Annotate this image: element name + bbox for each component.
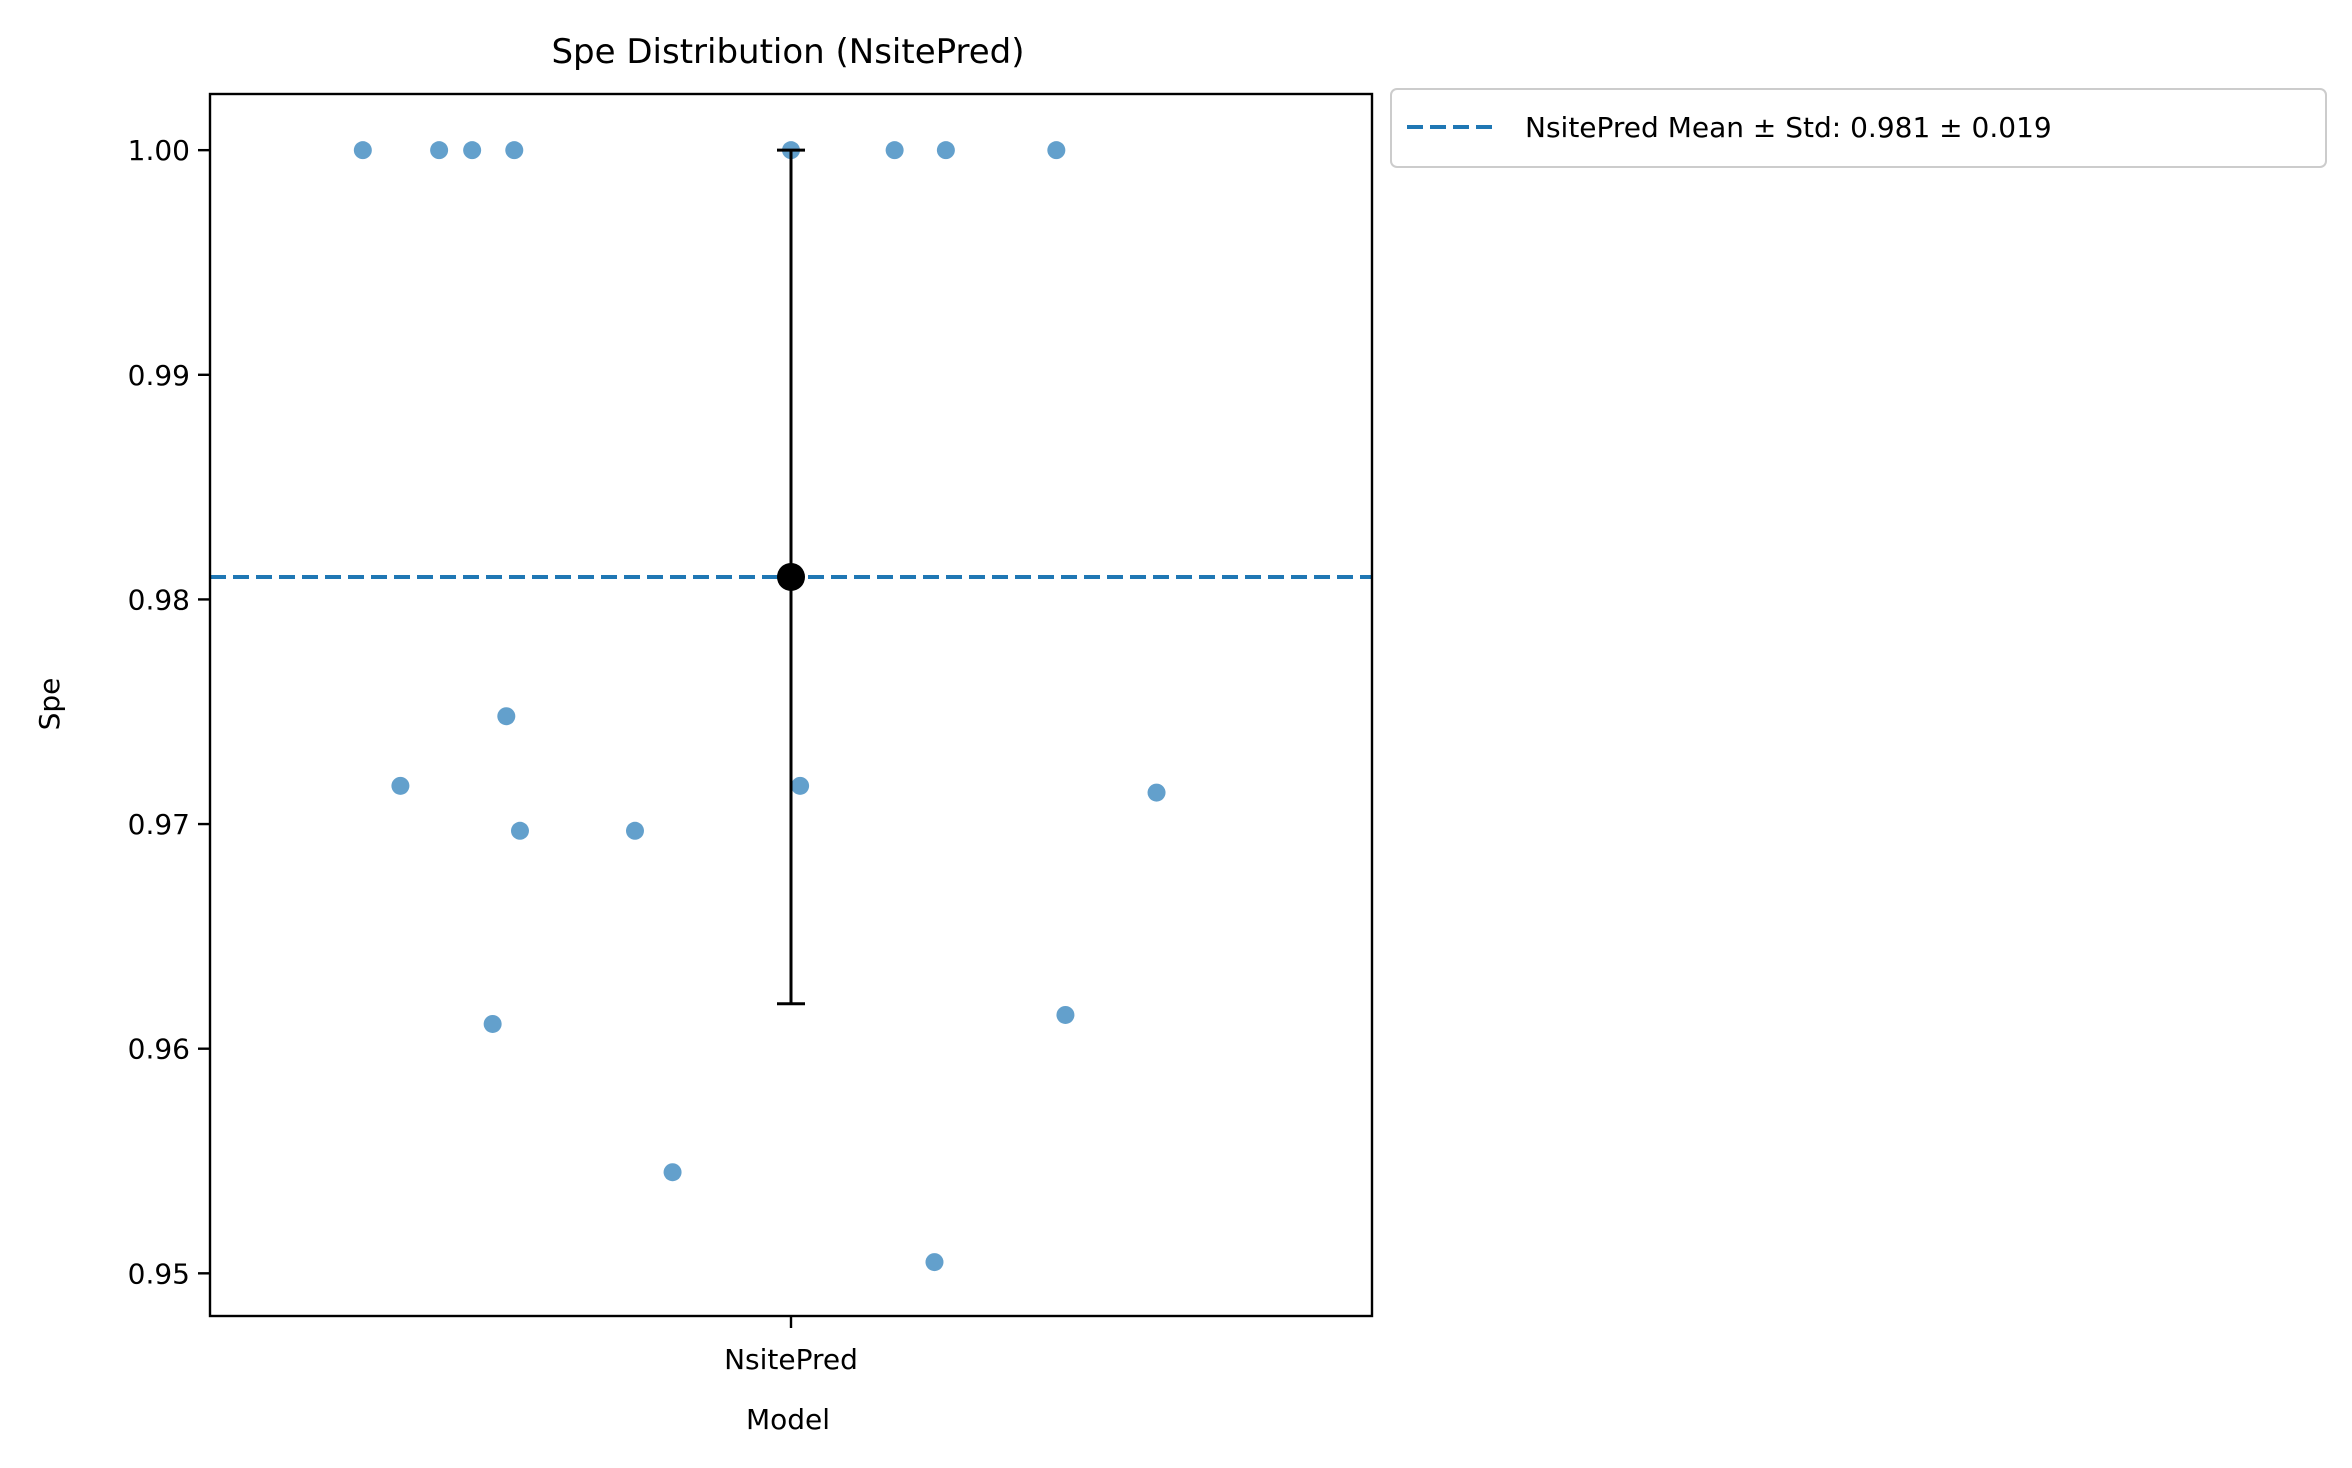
data-point-1: [353, 141, 372, 160]
data-point-10: [663, 1163, 682, 1182]
legend: NsitePred Mean ± Std: 0.981 ± 0.019: [1390, 88, 2327, 168]
data-point-9: [625, 821, 644, 840]
y-tick-label-3: 0.97: [128, 808, 190, 841]
chart-title: Spe Distribution (NsitePred): [551, 32, 1024, 72]
y-tick-label-6: 1.00: [128, 134, 190, 167]
plot-area: 0.95 0.96 0.97 0.98 0.99 1.00 NsitePred: [128, 92, 1374, 1376]
mean-marker: [777, 562, 805, 591]
y-tick-label-1: 0.95: [128, 1257, 190, 1290]
data-point-5: [483, 1014, 502, 1033]
data-point-8: [510, 821, 529, 840]
data-point-13: [885, 141, 904, 160]
legend-label: NsitePred Mean ± Std: 0.981 ± 0.019: [1525, 111, 2052, 144]
y-tick-label-4: 0.98: [128, 583, 190, 616]
data-point-18: [1147, 783, 1166, 802]
y-tick-label-5: 0.99: [128, 359, 190, 392]
data-point-4: [463, 141, 482, 160]
data-point-15: [936, 141, 955, 160]
data-point-16: [1047, 141, 1066, 160]
x-axis-label: Model: [746, 1403, 830, 1436]
data-point-7: [505, 141, 524, 160]
legend-frame: [1390, 88, 2327, 168]
data-point-12: [791, 776, 810, 795]
data-point-6: [497, 707, 516, 726]
x-tick-label-1: NsitePred: [724, 1343, 858, 1376]
data-point-17: [1056, 1005, 1075, 1024]
data-point-14: [925, 1253, 944, 1272]
y-axis-label: Spe: [33, 678, 66, 731]
y-tick-label-2: 0.96: [128, 1033, 190, 1066]
data-point-2: [391, 776, 410, 795]
data-point-3: [430, 141, 449, 160]
